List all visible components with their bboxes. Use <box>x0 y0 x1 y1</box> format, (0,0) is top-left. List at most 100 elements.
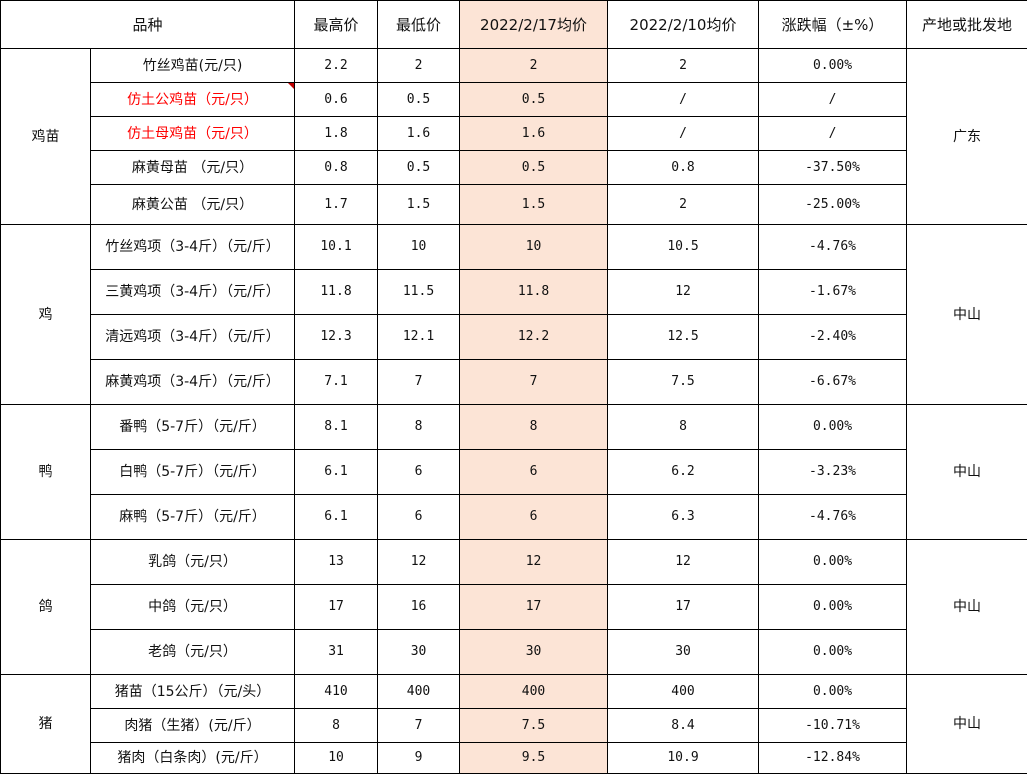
high-price-cell[interactable]: 12.3 <box>294 314 379 360</box>
avg-current-cell[interactable]: 10 <box>459 224 609 270</box>
avg-prev-cell[interactable]: 400 <box>607 674 760 709</box>
high-price-cell[interactable]: 6.1 <box>294 494 379 540</box>
avg-current-cell[interactable]: 1.6 <box>459 116 609 151</box>
change-cell[interactable]: -4.76% <box>758 494 908 540</box>
variety-name-cell[interactable]: 竹丝鸡项（3-4斤）（元/斤） <box>89 224 296 270</box>
low-price-cell[interactable]: 12.1 <box>377 314 461 360</box>
avg-prev-cell[interactable]: 12 <box>607 269 760 315</box>
change-cell[interactable]: 0.00% <box>758 674 908 709</box>
high-price-cell[interactable]: 31 <box>294 629 379 675</box>
avg-prev-cell[interactable]: / <box>607 116 760 151</box>
high-price-cell[interactable]: 8.1 <box>294 404 379 450</box>
avg-current-cell[interactable]: 9.5 <box>459 742 609 774</box>
variety-name-cell[interactable]: 麻黄母苗 （元/只） <box>89 150 296 185</box>
high-price-cell[interactable]: 6.1 <box>294 449 379 495</box>
origin-cell[interactable]: 中山 <box>906 539 1027 675</box>
avg-current-cell[interactable]: 0.5 <box>459 82 609 117</box>
change-cell[interactable]: -3.23% <box>758 449 908 495</box>
avg-prev-cell[interactable]: 2 <box>607 184 760 225</box>
low-price-cell[interactable]: 1.6 <box>377 116 461 151</box>
avg-prev-cell[interactable]: 8.4 <box>607 708 760 743</box>
change-cell[interactable]: -6.67% <box>758 359 908 405</box>
avg-prev-cell[interactable]: 10.5 <box>607 224 760 270</box>
low-price-cell[interactable]: 1.5 <box>377 184 461 225</box>
variety-name-cell[interactable]: 三黄鸡项（3-4斤）（元/斤） <box>89 269 296 315</box>
change-cell[interactable]: 0.00% <box>758 404 908 450</box>
change-cell[interactable]: -1.67% <box>758 269 908 315</box>
change-cell[interactable]: -12.84% <box>758 742 908 774</box>
change-cell[interactable]: -10.71% <box>758 708 908 743</box>
change-cell[interactable]: / <box>758 82 908 117</box>
avg-prev-cell[interactable]: 10.9 <box>607 742 760 774</box>
header-variety[interactable]: 品种 <box>0 0 296 49</box>
change-cell[interactable]: 0.00% <box>758 48 908 83</box>
variety-name-cell[interactable]: 白鸭（5-7斤）（元/斤） <box>89 449 296 495</box>
low-price-cell[interactable]: 30 <box>377 629 461 675</box>
avg-current-cell[interactable]: 1.5 <box>459 184 609 225</box>
avg-current-cell[interactable]: 17 <box>459 584 609 630</box>
avg-prev-cell[interactable]: 0.8 <box>607 150 760 185</box>
avg-current-cell[interactable]: 400 <box>459 674 609 709</box>
low-price-cell[interactable]: 12 <box>377 539 461 585</box>
low-price-cell[interactable]: 11.5 <box>377 269 461 315</box>
category-cell[interactable]: 鸡苗 <box>0 48 91 225</box>
variety-name-cell[interactable]: 猪肉（白条肉）(元/斤） <box>89 742 296 774</box>
avg-prev-cell[interactable]: / <box>607 82 760 117</box>
avg-current-cell[interactable]: 8 <box>459 404 609 450</box>
high-price-cell[interactable]: 8 <box>294 708 379 743</box>
variety-name-cell[interactable]: 麻鸭（5-7斤）（元/斤） <box>89 494 296 540</box>
category-cell[interactable]: 猪 <box>0 674 91 774</box>
avg-current-cell[interactable]: 12.2 <box>459 314 609 360</box>
avg-prev-cell[interactable]: 8 <box>607 404 760 450</box>
avg-prev-cell[interactable]: 2 <box>607 48 760 83</box>
avg-prev-cell[interactable]: 12 <box>607 539 760 585</box>
high-price-cell[interactable]: 10.1 <box>294 224 379 270</box>
avg-current-cell[interactable]: 6 <box>459 449 609 495</box>
variety-name-cell[interactable]: 老鸽（元/只） <box>89 629 296 675</box>
low-price-cell[interactable]: 10 <box>377 224 461 270</box>
change-cell[interactable]: 0.00% <box>758 629 908 675</box>
variety-name-cell[interactable]: 麻黄公苗 （元/只） <box>89 184 296 225</box>
avg-current-cell[interactable]: 11.8 <box>459 269 609 315</box>
low-price-cell[interactable]: 7 <box>377 708 461 743</box>
category-cell[interactable]: 鸡 <box>0 224 91 405</box>
category-cell[interactable]: 鸭 <box>0 404 91 540</box>
low-price-cell[interactable]: 8 <box>377 404 461 450</box>
change-cell[interactable]: -37.50% <box>758 150 908 185</box>
change-cell[interactable]: -25.00% <box>758 184 908 225</box>
change-cell[interactable]: 0.00% <box>758 584 908 630</box>
low-price-cell[interactable]: 2 <box>377 48 461 83</box>
high-price-cell[interactable]: 10 <box>294 742 379 774</box>
avg-prev-cell[interactable]: 7.5 <box>607 359 760 405</box>
variety-name-cell[interactable]: 麻黄鸡项（3-4斤）（元/斤） <box>89 359 296 405</box>
low-price-cell[interactable]: 0.5 <box>377 82 461 117</box>
variety-name-cell[interactable]: 肉猪（生猪）(元/斤） <box>89 708 296 743</box>
low-price-cell[interactable]: 6 <box>377 449 461 495</box>
change-cell[interactable]: -4.76% <box>758 224 908 270</box>
change-cell[interactable]: 0.00% <box>758 539 908 585</box>
high-price-cell[interactable]: 13 <box>294 539 379 585</box>
variety-name-cell[interactable]: 猪苗（15公斤）（元/头） <box>89 674 296 709</box>
low-price-cell[interactable]: 7 <box>377 359 461 405</box>
header-origin[interactable]: 产地或批发地 <box>906 0 1027 49</box>
avg-current-cell[interactable]: 2 <box>459 48 609 83</box>
avg-prev-cell[interactable]: 6.3 <box>607 494 760 540</box>
avg-current-cell[interactable]: 7.5 <box>459 708 609 743</box>
high-price-cell[interactable]: 0.6 <box>294 82 379 117</box>
high-price-cell[interactable]: 1.7 <box>294 184 379 225</box>
high-price-cell[interactable]: 17 <box>294 584 379 630</box>
header-avg-prev[interactable]: 2022/2/10均价 <box>607 0 760 49</box>
avg-prev-cell[interactable]: 30 <box>607 629 760 675</box>
high-price-cell[interactable]: 11.8 <box>294 269 379 315</box>
header-high[interactable]: 最高价 <box>294 0 379 49</box>
change-cell[interactable]: / <box>758 116 908 151</box>
header-change[interactable]: 涨跌幅（±%） <box>758 0 908 49</box>
low-price-cell[interactable]: 16 <box>377 584 461 630</box>
high-price-cell[interactable]: 0.8 <box>294 150 379 185</box>
avg-prev-cell[interactable]: 6.2 <box>607 449 760 495</box>
header-avg-current[interactable]: 2022/2/17均价 <box>459 0 609 49</box>
high-price-cell[interactable]: 1.8 <box>294 116 379 151</box>
variety-name-cell[interactable]: 仿土母鸡苗（元/只） <box>89 116 296 151</box>
avg-current-cell[interactable]: 7 <box>459 359 609 405</box>
variety-name-cell[interactable]: 中鸽（元/只） <box>89 584 296 630</box>
